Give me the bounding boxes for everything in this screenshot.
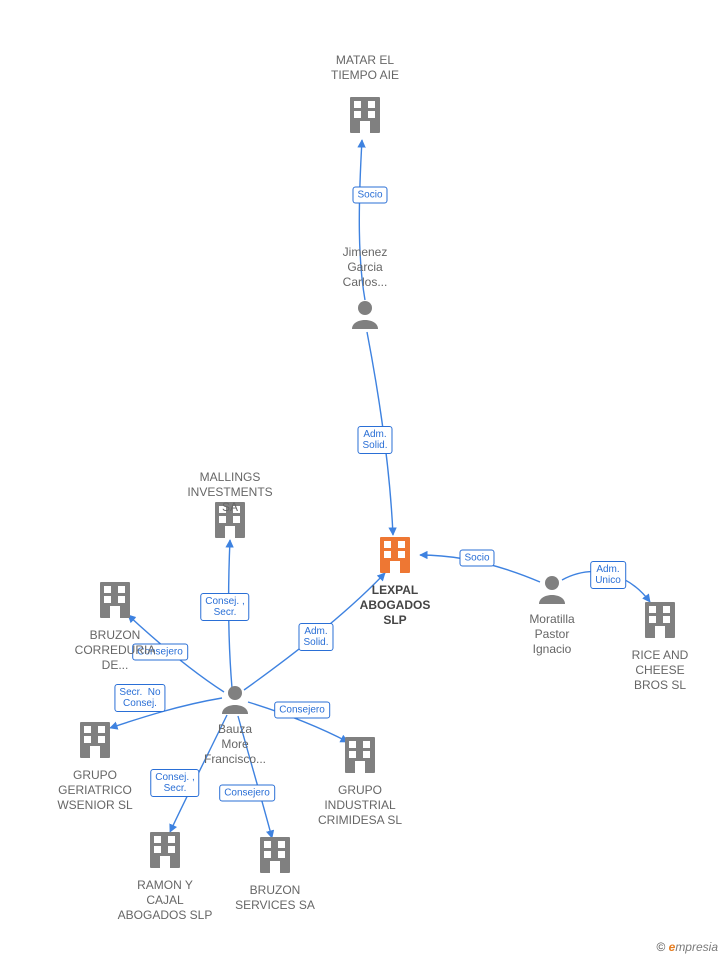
company-icon-crimidesa[interactable]: [345, 737, 375, 773]
node-label-rice: RICE ANDCHEESEBROS SL: [610, 648, 710, 693]
node-label-bruzon_serv: BRUZONSERVICES SA: [225, 883, 325, 913]
company-icon-ramon[interactable]: [150, 832, 180, 868]
brand-rest: mpresia: [675, 940, 718, 954]
company-icon-rice[interactable]: [645, 602, 675, 638]
edge-label-e2: Adm. Solid.: [357, 426, 392, 454]
person-icon-jimenez[interactable]: [352, 301, 378, 329]
node-label-wsenior: GRUPOGERIATRICOWSENIOR SL: [45, 768, 145, 813]
node-label-lexpal: LEXPALABOGADOSSLP: [345, 583, 445, 628]
edge-label-e1: Socio: [352, 187, 387, 204]
edge-label-e7: Adm. Solid.: [298, 623, 333, 651]
company-icon-matar[interactable]: [350, 97, 380, 133]
edge-label-e8: Secr. No Consej.: [114, 684, 165, 712]
edge-label-e5: Consej. , Secr.: [200, 593, 249, 621]
node-label-jimenez: JimenezGarciaCarlos...: [315, 245, 415, 290]
company-icon-bruzon_serv[interactable]: [260, 837, 290, 873]
node-label-mallings: MALLINGSINVESTMENTS SA: [180, 470, 280, 515]
edge-label-e9: Consejero: [274, 702, 330, 719]
node-label-matar: MATAR ELTIEMPO AIE: [315, 53, 415, 83]
node-label-moratilla: MoratillaPastorIgnacio: [502, 612, 602, 657]
edge-label-e4: Adm. Unico: [590, 561, 626, 589]
edge-label-e3: Socio: [459, 550, 494, 567]
node-label-bruzon_corr: BRUZONCORREDURIADE...: [65, 628, 165, 673]
edge-label-e10: Consej. , Secr.: [150, 769, 199, 797]
person-icon-moratilla[interactable]: [539, 576, 565, 604]
copyright-symbol: ©: [656, 940, 665, 954]
company-icon-wsenior[interactable]: [80, 722, 110, 758]
node-label-ramon: RAMON YCAJALABOGADOS SLP: [115, 878, 215, 923]
edge-label-e11: Consejero: [219, 785, 275, 802]
company-icon-lexpal[interactable]: [380, 537, 410, 573]
node-label-crimidesa: GRUPOINDUSTRIALCRIMIDESA SL: [310, 783, 410, 828]
node-label-bauza: BauzaMoreFrancisco...: [185, 722, 285, 767]
footer-copyright: © empresia: [656, 940, 718, 954]
company-icon-bruzon_corr[interactable]: [100, 582, 130, 618]
person-icon-bauza[interactable]: [222, 686, 248, 714]
